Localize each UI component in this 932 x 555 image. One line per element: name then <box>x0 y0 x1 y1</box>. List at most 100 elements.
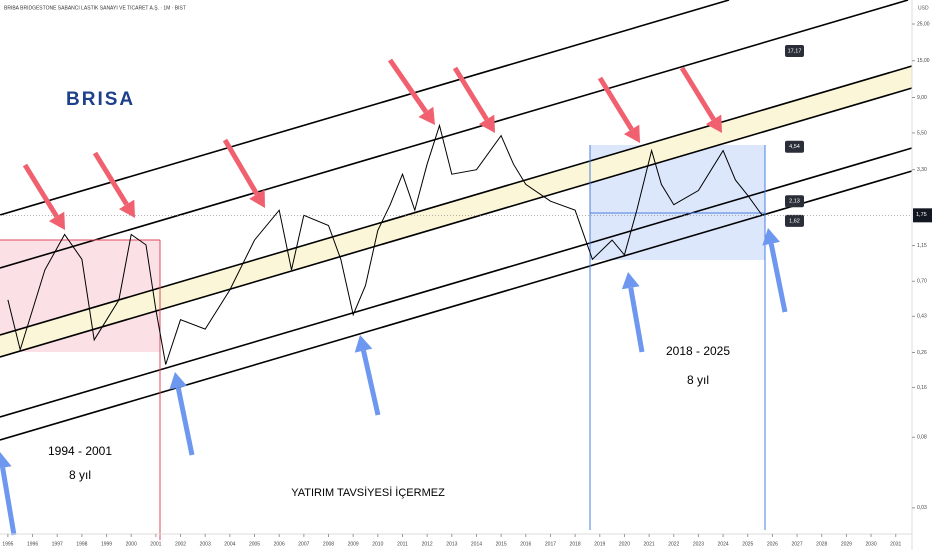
x-tick-label: 2010 <box>372 541 383 547</box>
logo: BRISA <box>66 89 135 110</box>
channel-label: 2,13 <box>789 199 800 205</box>
annotation: YATIRIM TAVSİYESİ İÇERMEZ <box>291 486 445 499</box>
arrow-head <box>249 189 265 208</box>
x-tick-label: 2026 <box>767 541 778 547</box>
x-tick-label: 1995 <box>2 541 13 547</box>
last-price-box <box>913 208 932 223</box>
x-tick-label: 2027 <box>792 541 803 547</box>
y-tick-label: 3,30 <box>917 167 927 173</box>
y-tick-label: 25,00 <box>917 21 930 27</box>
arrow-head <box>621 272 640 290</box>
arrow-shaft <box>679 66 716 121</box>
arrow-shaft <box>22 163 59 218</box>
arrow-shaft <box>361 350 381 416</box>
y-tick-label: 0,08 <box>917 435 927 441</box>
x-tick-label: 2000 <box>126 541 137 547</box>
arrow-head <box>705 114 722 133</box>
arrow-shaft <box>0 467 17 536</box>
x-tick-label: 2001 <box>150 541 161 547</box>
arrow-head <box>418 106 435 125</box>
x-tick-label: 2024 <box>718 541 729 547</box>
annotation: 2018 - 2025 <box>666 344 730 358</box>
x-tick-label: 2025 <box>742 541 753 547</box>
x-tick-label: 2004 <box>224 541 235 547</box>
x-tick-label: 2018 <box>570 541 581 547</box>
x-tick-label: 2006 <box>274 541 285 547</box>
channel-label: 4,54 <box>789 144 800 150</box>
x-tick-label: 2009 <box>348 541 359 547</box>
arrow-shaft <box>768 243 788 313</box>
x-tick-label: 2008 <box>323 541 334 547</box>
x-tick-label: 2030 <box>865 541 876 547</box>
x-tick-label: 2003 <box>200 541 211 547</box>
channel-label-box <box>785 140 804 153</box>
channel-label-box <box>785 214 804 227</box>
arrow-head <box>354 335 373 353</box>
arrow-head <box>48 211 65 230</box>
channel-line <box>0 147 913 418</box>
y-tick-label: 0,43 <box>917 314 927 320</box>
arrow-shaft <box>452 66 489 121</box>
channel-label: 17,17 <box>788 48 802 54</box>
arrow-head <box>623 124 640 143</box>
arrow-shaft <box>597 76 634 131</box>
y-tick-label: 5,50 <box>917 130 927 136</box>
arrow-head <box>0 452 12 469</box>
y-tick-label: 0,03 <box>917 505 927 511</box>
x-tick-label: 2022 <box>668 541 679 547</box>
x-tick-label: 1997 <box>52 541 63 547</box>
x-tick-label: 2014 <box>471 541 482 547</box>
annotation: 8 yıl <box>687 373 709 387</box>
arrow-shaft <box>222 138 260 196</box>
arrow-head <box>478 114 495 133</box>
x-tick-label: 2021 <box>644 541 655 547</box>
y-tick-label: 0,70 <box>917 279 927 285</box>
x-tick-label: 1998 <box>76 541 87 547</box>
channel-line <box>0 87 913 358</box>
arrow-head <box>762 228 780 246</box>
channel-line <box>0 170 913 441</box>
arrow-shaft <box>387 58 428 114</box>
annotation: 1994 - 2001 <box>48 444 112 458</box>
x-tick-label: 2031 <box>890 541 901 547</box>
arrow-shaft <box>628 287 645 353</box>
arrow-head <box>169 372 188 390</box>
x-tick-label: 1999 <box>101 541 112 547</box>
y-tick-label: 0,26 <box>917 350 927 356</box>
x-tick-label: 2028 <box>816 541 827 547</box>
arrow-head <box>118 199 135 218</box>
channel-band <box>0 66 912 357</box>
x-tick-label: 2012 <box>422 541 433 547</box>
channel-line <box>0 0 909 269</box>
axis-unit: USD <box>918 5 929 11</box>
last-price-label: 1,75 <box>916 212 927 218</box>
channel-line <box>0 0 730 216</box>
x-tick-label: 2023 <box>693 541 704 547</box>
x-tick-label: 2013 <box>446 541 457 547</box>
chart-title: BRIBA BRIDGESTONE SABANCI LASTIK SANAYI … <box>4 5 186 11</box>
channel-label: 1,62 <box>789 218 800 224</box>
x-tick-label: 2002 <box>175 541 186 547</box>
x-tick-label: 2017 <box>545 541 556 547</box>
x-tick-label: 2019 <box>594 541 605 547</box>
channel-line <box>0 65 913 336</box>
x-tick-label: 2011 <box>397 541 408 547</box>
channel-label-box <box>785 45 804 58</box>
channel-label-box <box>785 195 804 208</box>
x-tick-label: 1996 <box>27 541 38 547</box>
arrow-shaft <box>175 387 195 456</box>
y-tick-label: 9,00 <box>917 95 927 101</box>
x-tick-label: 2016 <box>520 541 531 547</box>
x-tick-label: 2020 <box>619 541 630 547</box>
x-tick-label: 2005 <box>249 541 260 547</box>
x-tick-label: 2007 <box>298 541 309 547</box>
arrows <box>0 58 788 536</box>
y-tick-label: 15,00 <box>917 58 930 64</box>
x-tick-label: 2015 <box>496 541 507 547</box>
annotation: 8 yıl <box>69 468 91 482</box>
y-tick-label: 1,15 <box>917 243 927 249</box>
price-line <box>7 123 763 365</box>
arrow-shaft <box>92 151 129 206</box>
